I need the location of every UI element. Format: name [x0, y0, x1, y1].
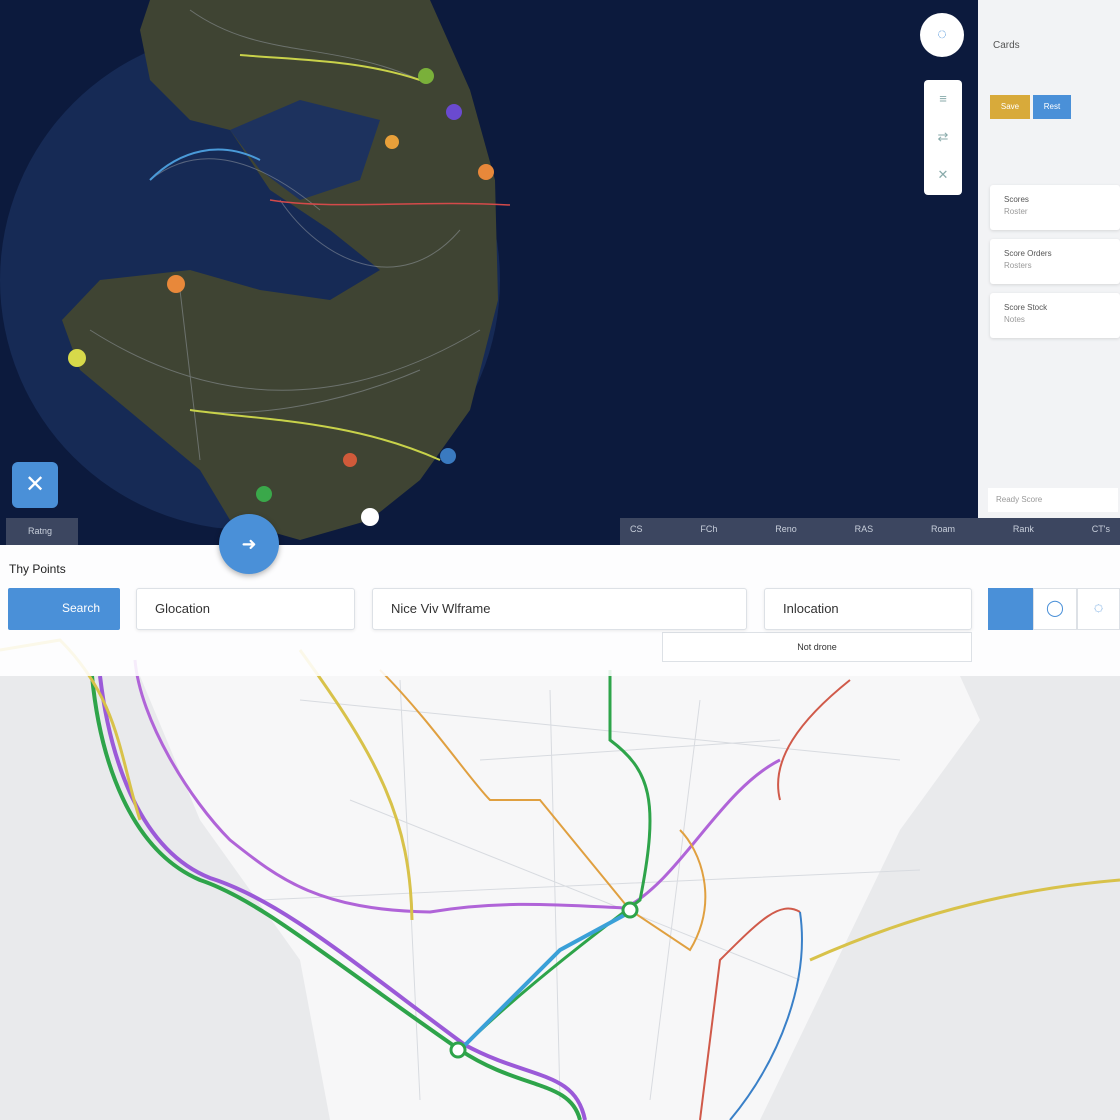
mode-button[interactable]: ◌ — [1077, 588, 1120, 630]
transit-line — [458, 910, 631, 1052]
pin — [343, 453, 357, 467]
status-item: FCh — [700, 524, 718, 534]
card-title: Scores — [1004, 195, 1029, 204]
transit-line — [699, 679, 851, 1120]
card[interactable]: Score Stock Notes — [990, 293, 1120, 338]
dropdown[interactable]: Not drone — [662, 632, 972, 662]
city-area — [140, 676, 980, 1120]
pin — [361, 508, 379, 526]
route — [239, 54, 421, 81]
card-subtitle: Roster — [1004, 207, 1028, 216]
pin — [440, 448, 456, 464]
pin — [68, 349, 86, 367]
transit-line — [90, 675, 582, 1120]
card-title: Score Stock — [1004, 303, 1048, 312]
status-items: CS FCh Reno RAS Roam Rank CT's — [630, 524, 1110, 534]
search-field[interactable]: Nice Viv Wlframe — [372, 588, 747, 630]
route — [269, 199, 511, 206]
status-item: CS — [630, 524, 643, 534]
transit-line — [133, 659, 781, 914]
search-field[interactable]: Glocation — [136, 588, 355, 630]
mode-button[interactable]: ◯ — [1033, 588, 1077, 630]
search-button[interactable]: Search — [8, 588, 120, 630]
pin — [418, 68, 434, 84]
card-subtitle: Notes — [1004, 315, 1025, 324]
side-title: Cards — [993, 40, 1020, 51]
pin — [256, 486, 272, 502]
route — [189, 409, 441, 461]
map-tools[interactable]: ≡ ⇄ ✕ — [924, 80, 962, 195]
close-button[interactable]: ✕ — [12, 462, 58, 508]
pin — [167, 275, 185, 293]
tab[interactable]: Save — [990, 95, 1030, 119]
side-footer: Ready Score — [988, 488, 1118, 512]
status-item: CT's — [1091, 524, 1110, 534]
status-bar — [620, 518, 1120, 545]
status-item: Rank — [1012, 524, 1034, 534]
tag: Ratng — [28, 526, 53, 536]
transit-line — [729, 911, 803, 1120]
card-title: Score Orders — [1004, 249, 1052, 258]
pin — [385, 135, 399, 149]
trip-title: Thy Points — [9, 562, 66, 576]
borders — [89, 9, 481, 461]
route — [149, 148, 261, 181]
sea — [230, 100, 380, 200]
status-item: RAS — [854, 524, 874, 534]
search-field[interactable]: Inlocation — [764, 588, 972, 630]
card[interactable]: Score Orders Rosters — [990, 239, 1120, 284]
station — [621, 901, 639, 919]
status-item: Reno — [775, 524, 797, 534]
land — [62, 0, 498, 540]
go-button[interactable]: ➜ — [219, 514, 279, 574]
transit-line — [809, 878, 1120, 962]
tag-bg — [6, 518, 78, 545]
station — [449, 1041, 467, 1059]
pin — [446, 104, 462, 120]
globe — [0, 0, 511, 540]
locate-button[interactable]: ◌ — [920, 13, 964, 57]
tab[interactable]: Rest — [1033, 95, 1071, 119]
card-subtitle: Rosters — [1004, 261, 1032, 270]
status-item: Roam — [931, 524, 956, 534]
pin — [478, 164, 494, 180]
transit-line — [379, 669, 707, 952]
mode-button[interactable] — [988, 588, 1033, 630]
card[interactable]: Scores Roster — [990, 185, 1120, 230]
